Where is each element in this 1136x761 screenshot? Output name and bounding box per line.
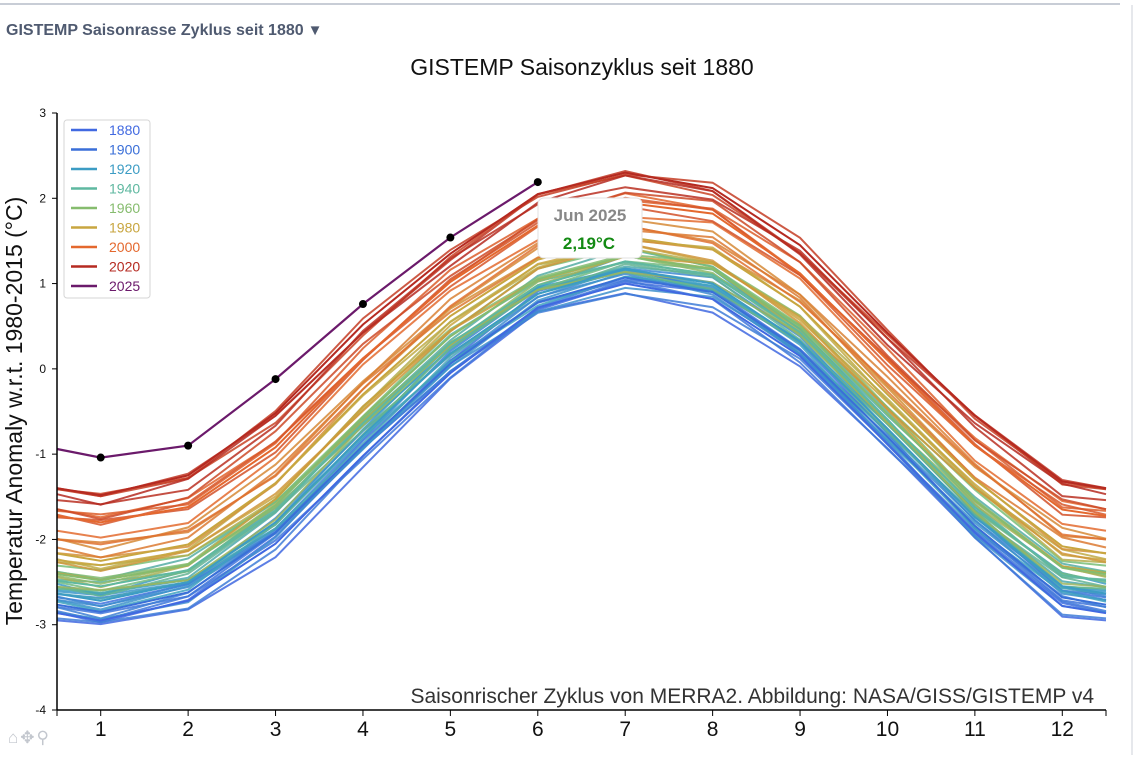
tooltip: Jun 2025 2,19°C	[537, 197, 643, 259]
series-line-1920[interactable]	[56, 268, 1107, 602]
right-divider	[1131, 5, 1133, 755]
y-tick-label: 3	[39, 106, 46, 120]
legend-label: 1880	[109, 122, 140, 138]
y-tick-label: -4	[35, 703, 46, 717]
tooltip-date: Jun 2025	[554, 206, 627, 225]
x-tick-label: 2	[182, 718, 194, 740]
chart-toolbar: ⌂ ✥ ⚲	[8, 729, 49, 747]
chart-title: GISTEMP Saisonzyklus seit 1880	[410, 54, 753, 80]
x-tick-label: 3	[270, 718, 282, 740]
legend-label: 2025	[109, 278, 140, 294]
seasonal-cycle-chart[interactable]: GISTEMP Saisonzyklus seit 1880 Temperatu…	[0, 40, 1136, 740]
y-tick-label: -1	[35, 447, 46, 461]
year-line	[56, 270, 1107, 600]
legend-label: 1960	[109, 200, 140, 216]
data-point-2025[interactable]	[446, 233, 455, 242]
year-line	[56, 263, 1107, 598]
x-tick-label: 8	[707, 718, 719, 740]
x-tick-label: 12	[1051, 718, 1074, 740]
y-tick-label: -2	[35, 532, 46, 546]
dropdown-label: GISTEMP Saisonrasse Zyklus seit 1880	[6, 22, 304, 39]
tooltip-box	[537, 197, 643, 259]
year-line	[56, 271, 1107, 611]
series-line-1880[interactable]	[56, 282, 1107, 622]
legend-label: 1980	[109, 220, 140, 236]
data-point-2025[interactable]	[358, 300, 367, 309]
x-tick-label: 9	[794, 718, 806, 740]
top-divider	[0, 3, 1120, 5]
year-line	[56, 292, 1107, 624]
zoom-icon[interactable]: ⚲	[36, 728, 49, 747]
legend: 1880 1900 1920 1940 1960 1980 2000 2020 2025	[63, 119, 151, 299]
x-tick-label: 1	[95, 718, 107, 740]
legend-label: 1920	[109, 161, 140, 177]
y-axis-label: Temperatur Anomaly w.r.t. 1980-2015 (°C)	[1, 197, 27, 626]
legend-label: 1940	[109, 181, 140, 197]
series-line-1900[interactable]	[56, 276, 1107, 613]
series-line-1960[interactable]	[56, 255, 1107, 582]
x-tick-label: 4	[357, 718, 369, 740]
y-tick-label: -3	[35, 618, 46, 632]
legend-label: 2020	[109, 259, 140, 275]
pan-icon[interactable]: ✥	[20, 728, 35, 747]
series-lines	[56, 171, 1107, 622]
x-tick-label: 7	[619, 718, 631, 740]
home-icon[interactable]: ⌂	[8, 728, 19, 747]
data-point-2025[interactable]	[533, 178, 542, 187]
chevron-down-icon: ▼	[307, 22, 323, 39]
series-line-2020[interactable]	[56, 171, 1107, 497]
year-line	[56, 275, 1107, 613]
x-tick-label: 5	[445, 718, 457, 740]
chart-selector-dropdown[interactable]: GISTEMP Saisonrasse Zyklus seit 1880 ▼	[6, 22, 323, 40]
legend-label: 2000	[109, 239, 140, 255]
x-tick-label: 6	[532, 718, 544, 740]
year-line	[56, 174, 1107, 506]
source-annotation: Saisonrischer Zyklus von MERRA2. Abbildu…	[410, 685, 1094, 708]
y-tick-label: 0	[39, 362, 46, 376]
data-point-2025[interactable]	[184, 441, 193, 450]
legend-box	[63, 119, 151, 299]
data-point-2025[interactable]	[96, 453, 105, 462]
series-line-1940[interactable]	[56, 260, 1107, 588]
x-tick-label: 10	[876, 718, 899, 740]
x-tick-label: 11	[964, 718, 986, 740]
y-tick-label: 2	[39, 191, 46, 205]
year-line	[56, 186, 1107, 506]
y-tick-label: 1	[39, 277, 46, 291]
year-line	[56, 271, 1107, 592]
legend-label: 1900	[109, 142, 140, 158]
tooltip-value: 2,19°C	[563, 234, 615, 253]
data-point-2025[interactable]	[271, 375, 280, 384]
